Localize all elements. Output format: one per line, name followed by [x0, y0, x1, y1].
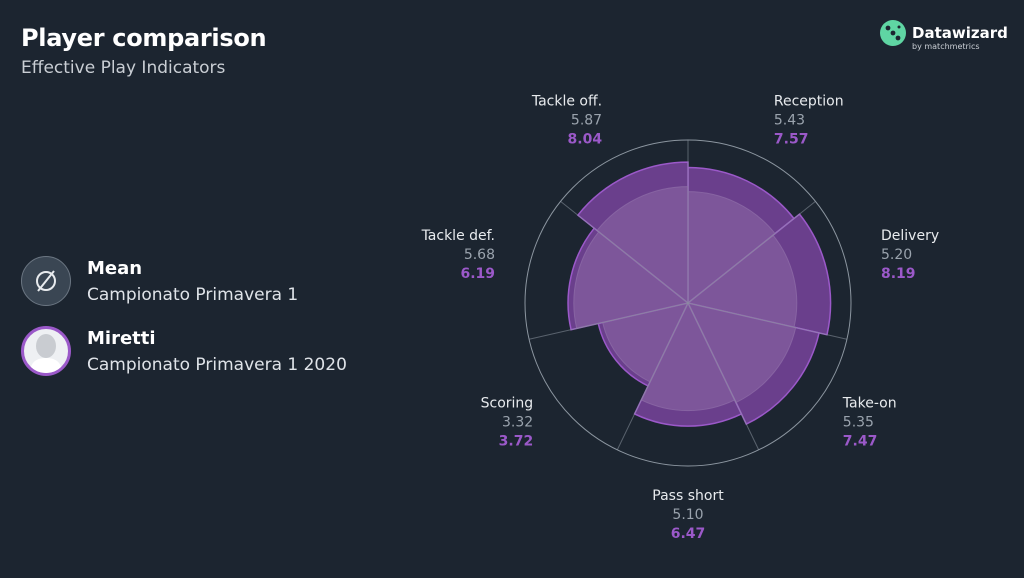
mean-value-label: 5.20 [881, 247, 912, 263]
player-value-label: 8.19 [881, 266, 916, 282]
mean-wedge [602, 302, 689, 383]
mean-wedge [686, 234, 798, 328]
category-label-group: Reception 5.43 7.57 [774, 94, 844, 148]
category-label-group: Delivery 5.20 8.19 [881, 228, 939, 282]
legend-player-competition: Campionato Primavera 1 2020 [87, 354, 347, 375]
mean-value-label: 5.87 [571, 113, 602, 129]
mean-value-label: 5.35 [843, 415, 874, 431]
category-label: Tackle def. [421, 228, 495, 244]
category-label: Reception [774, 94, 844, 110]
mean-value-label: 5.43 [774, 113, 805, 129]
mean-wedge [640, 301, 736, 412]
category-label-group: Tackle off. 5.87 8.04 [531, 94, 602, 148]
grid-spoke [687, 200, 816, 304]
page-title: Player comparison [21, 24, 267, 52]
mean-wedge [687, 302, 797, 404]
category-label: Take-on [842, 396, 897, 412]
grid-spoke [687, 302, 760, 451]
category-label: Pass short [652, 488, 724, 504]
player-value-label: 6.47 [671, 526, 706, 542]
category-label-group: Tackle def. 5.68 6.19 [421, 228, 495, 282]
category-label-group: Scoring 3.32 3.72 [481, 396, 534, 450]
brand-name: Datawizard [912, 24, 1008, 42]
brand-subtitle: by matchmetrics [912, 42, 980, 51]
grid-spoke [528, 302, 689, 340]
player-value-label: 8.04 [568, 132, 603, 148]
category-label: Delivery [881, 228, 939, 244]
category-label: Tackle off. [531, 94, 602, 110]
dice-logo-icon [880, 20, 906, 46]
category-label-group: Take-on 5.35 7.47 [842, 396, 897, 450]
legend-mean: Mean Campionato Primavera 1 [21, 256, 298, 306]
brand-logo: Datawizard by matchmetrics [880, 20, 1008, 51]
empty-set-icon [21, 256, 71, 306]
grid-spoke [687, 302, 848, 340]
mean-value-label: 5.68 [464, 247, 495, 263]
mean-wedge [573, 231, 690, 330]
player-silhouette-icon [21, 326, 71, 376]
legend-mean-name: Mean [87, 257, 143, 279]
category-label-group: Pass short 5.10 6.47 [652, 488, 724, 542]
player-value-label: 3.72 [499, 434, 534, 450]
grid-spoke [616, 302, 689, 451]
legend-player: Miretti Campionato Primavera 1 2020 [21, 326, 347, 376]
page-subtitle: Effective Play Indicators [21, 58, 226, 78]
grid-spoke [560, 200, 689, 304]
player-value-label: 6.19 [460, 266, 495, 282]
mean-value-label: 3.32 [502, 415, 533, 431]
mean-wedge [687, 191, 776, 305]
mean-wedge [596, 186, 689, 305]
category-label: Scoring [481, 396, 534, 412]
legend-mean-competition: Campionato Primavera 1 [87, 284, 299, 305]
mean-value-label: 5.10 [672, 507, 703, 523]
player-value-label: 7.47 [843, 434, 878, 450]
legend-player-name: Miretti [87, 327, 156, 349]
player-value-label: 7.57 [774, 132, 809, 148]
